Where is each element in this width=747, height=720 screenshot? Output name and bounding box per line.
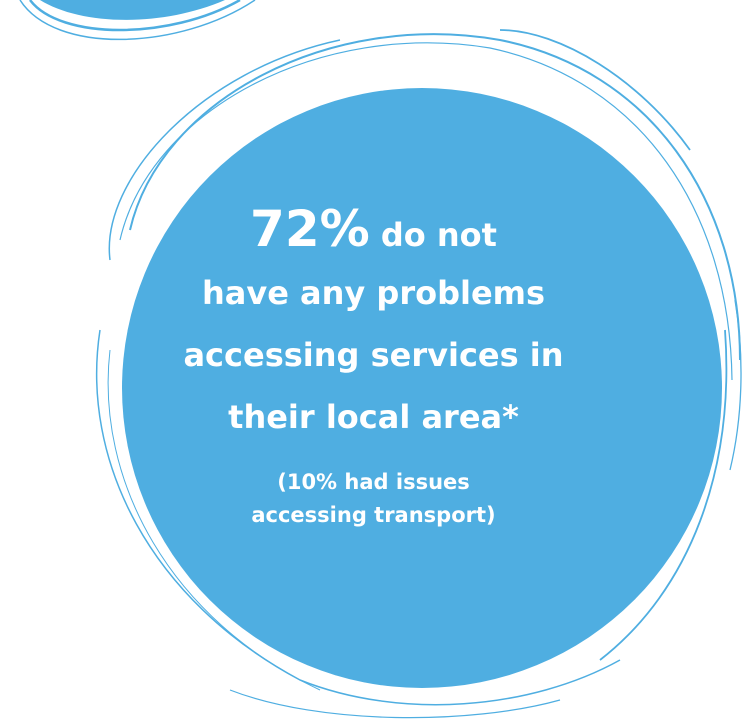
partial-arc-1 — [29, 0, 241, 32]
outline-stroke-6 — [107, 349, 321, 691]
outline-stroke-7 — [599, 329, 728, 661]
headline: 72% do not have any problems accessing s… — [0, 196, 747, 448]
headline-stat: 72% — [250, 200, 370, 258]
partial-circle-top-left — [19, 0, 256, 41]
main-circle — [122, 88, 722, 688]
headline-line-1: 72% do not — [0, 196, 747, 262]
partial-fill — [40, 0, 225, 20]
outline-stroke-3 — [108, 39, 341, 261]
footnote-line-2: accessing transport) — [251, 503, 496, 527]
outline-stroke-9 — [729, 299, 742, 471]
partial-arc-2 — [19, 0, 256, 41]
headline-line-4: their local area* — [228, 398, 519, 436]
outline-stroke-2 — [119, 42, 733, 381]
footnote-line-1: (10% had issues — [277, 470, 470, 494]
outline-stroke-1 — [129, 33, 741, 361]
outline-stroke-8 — [229, 689, 561, 719]
circle-outline-strokes — [96, 29, 742, 719]
footnote: (10% had issues accessing transport) — [0, 466, 747, 532]
outline-stroke-4 — [499, 29, 691, 151]
headline-line-1-rest: do not — [369, 216, 497, 254]
headline-line-3: accessing services in — [183, 336, 564, 374]
headline-line-2: have any problems — [201, 274, 546, 312]
